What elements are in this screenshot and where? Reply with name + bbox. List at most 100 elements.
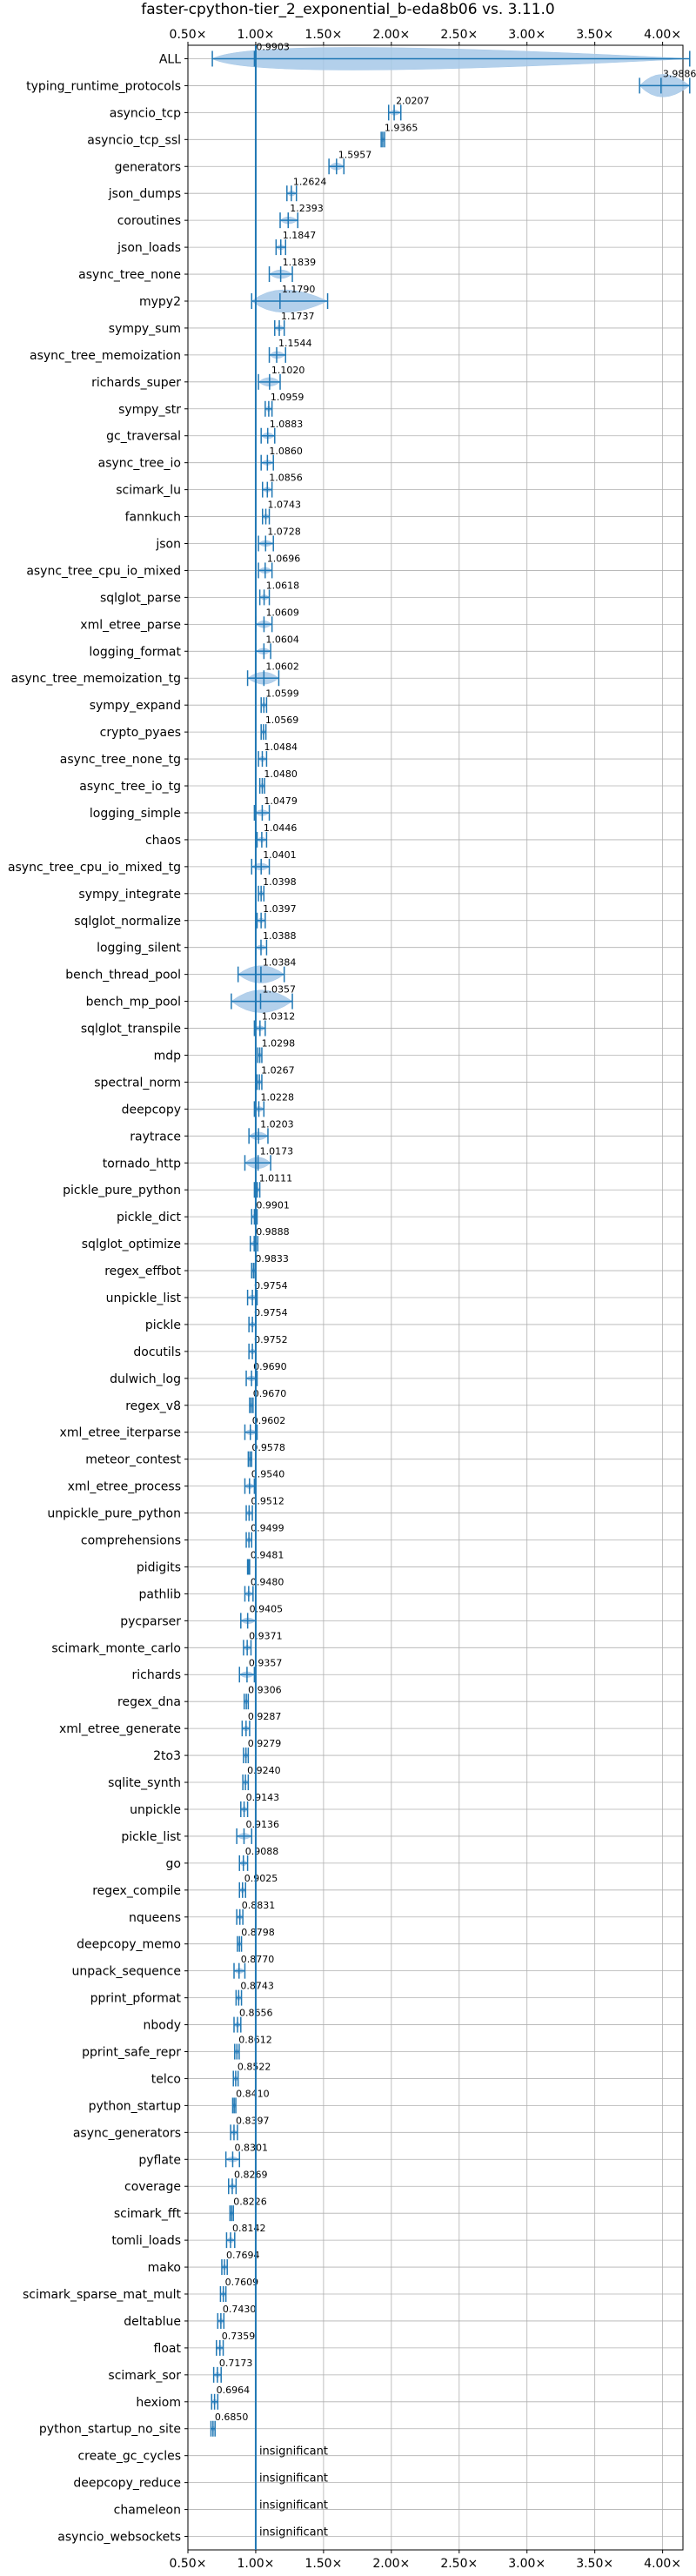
violin-logging_simple: 1.0479 <box>253 795 298 821</box>
benchmark-label: coroutines <box>117 214 181 228</box>
violin-pickle_list: 0.9136 <box>236 1819 279 1844</box>
benchmark-label: raytrace <box>130 1130 181 1144</box>
benchmark-label: go <box>166 1857 181 1871</box>
value-label: 0.8226 <box>233 2196 267 2207</box>
value-label: 0.8301 <box>234 2142 268 2153</box>
violin-deepcopy_memo: 0.8798 <box>237 1927 275 1952</box>
violin-async_tree_cpu_io_mixed: 1.0696 <box>258 553 300 579</box>
value-label: 1.1790 <box>282 284 316 295</box>
value-label: 0.7694 <box>226 2250 260 2261</box>
violin-json_loads: 1.1847 <box>275 230 316 256</box>
violin-sympy_integrate: 1.0398 <box>258 876 297 902</box>
value-label: 0.9357 <box>249 1657 283 1668</box>
violin-regex_effbot: 0.9833 <box>251 1253 289 1279</box>
value-label: 0.8743 <box>240 1981 274 1992</box>
violin-deltablue: 0.7430 <box>217 2304 256 2329</box>
violin-mypy2: 1.1790 <box>251 284 329 313</box>
value-label: 0.9578 <box>251 1442 285 1453</box>
benchmark-label: mypy2 <box>139 295 181 309</box>
violin-sqlglot_parse: 1.0618 <box>258 580 299 606</box>
x-tick-label-bottom: 4.00× <box>644 2557 681 2571</box>
violin-scimark_monte_carlo: 0.9371 <box>243 1630 283 1656</box>
benchmark-label: pycparser <box>120 1614 181 1628</box>
benchmark-label: deepcopy <box>122 1103 181 1117</box>
benchmark-label: async_tree_cpu_io_mixed_tg <box>8 861 181 875</box>
benchmark-label: asyncio_websockets <box>57 2531 181 2545</box>
benchmark-label: comprehensions <box>81 1534 181 1548</box>
violin-meteor_contest: 0.9578 <box>247 1442 285 1467</box>
benchmark-label: asyncio_tcp_ssl <box>87 133 181 147</box>
violin-pprint_safe_repr: 0.8612 <box>234 2035 272 2060</box>
violin-typing_runtime_protocols: 3.9886 <box>639 69 696 97</box>
violin-json_dumps: 1.2624 <box>286 176 326 202</box>
value-label: 1.0298 <box>262 1038 296 1050</box>
violin-async_tree_cpu_io_mixed_tg: 1.0401 <box>251 849 297 875</box>
value-label: 1.0743 <box>268 500 302 511</box>
violin-pprint_pformat: 0.8743 <box>235 1981 274 2006</box>
benchmark-label: pickle_pure_python <box>63 1184 181 1197</box>
value-label: 1.5957 <box>338 149 372 160</box>
value-label: 0.9901 <box>256 1199 290 1211</box>
value-label: 1.1839 <box>283 257 317 268</box>
insignificant-label: insignificant <box>259 2472 328 2485</box>
violin-scimark_lu: 1.0856 <box>261 473 303 498</box>
benchmark-label: xml_etree_generate <box>59 1722 181 1736</box>
value-label: 0.9903 <box>256 42 290 53</box>
value-label: 0.7173 <box>219 2358 253 2369</box>
violin-dulwich_log: 0.9690 <box>245 1361 287 1386</box>
value-label: 3.9886 <box>663 69 696 80</box>
violin-raytrace: 1.0203 <box>248 1118 294 1144</box>
benchmark-label: float <box>154 2342 182 2356</box>
value-label: 1.0446 <box>264 822 298 834</box>
x-tick-label-top: 1.00× <box>237 28 274 42</box>
value-label: 0.6964 <box>217 2385 251 2396</box>
value-label: 0.9888 <box>256 1226 290 1238</box>
value-label: 1.1544 <box>278 338 312 349</box>
value-label: 0.6850 <box>215 2412 249 2423</box>
value-label: 0.9670 <box>253 1388 287 1399</box>
violin-asyncio_tcp_ssl: 1.9365 <box>380 122 418 148</box>
benchmark-label: json_dumps <box>108 187 181 201</box>
violin-regex_compile: 0.9025 <box>238 1873 278 1898</box>
chart-title: faster-cpython-tier_2_exponential_b-eda8… <box>141 1 555 18</box>
x-tick-label-top: 4.00× <box>644 28 681 42</box>
benchmark-label: xml_etree_process <box>68 1480 181 1494</box>
benchmark-label: pathlib <box>139 1587 182 1601</box>
benchmark-label: chaos <box>145 834 181 848</box>
value-label: 1.0728 <box>267 527 301 538</box>
benchmark-label: tomli_loads <box>111 2234 181 2248</box>
benchmark-label: hexiom <box>136 2396 181 2410</box>
value-label: 0.7609 <box>225 2277 259 2288</box>
value-label: 1.0696 <box>267 553 301 565</box>
violin-nbody: 0.8656 <box>233 2008 272 2033</box>
violin-coverage: 0.8269 <box>228 2169 267 2195</box>
violin-logging_format: 1.0604 <box>255 634 299 660</box>
violin-scimark_fft: 0.8226 <box>229 2196 267 2222</box>
value-label: 0.7430 <box>223 2304 256 2315</box>
value-label: 0.9833 <box>255 1253 289 1265</box>
violin-sympy_sum: 1.1737 <box>274 311 315 336</box>
benchmark-label: meteor_contest <box>85 1453 181 1467</box>
value-label: 0.9752 <box>254 1334 288 1345</box>
violin-generators: 1.5957 <box>328 149 372 175</box>
value-label: 1.0203 <box>260 1118 294 1130</box>
benchmark-label: coverage <box>124 2180 181 2194</box>
value-label: 0.9754 <box>254 1280 288 1291</box>
value-label: 0.8142 <box>232 2223 266 2234</box>
violin-regex_v8: 0.9670 <box>249 1388 287 1413</box>
value-label: 1.0384 <box>263 957 297 969</box>
violin-python_startup: 0.8410 <box>231 2088 270 2114</box>
violin-regex_dna: 0.9306 <box>243 1684 282 1710</box>
violin-pickle: 0.9754 <box>248 1307 288 1332</box>
benchmark-label: logging_format <box>89 645 181 659</box>
value-label: 1.0401 <box>263 849 297 861</box>
value-label: 0.8522 <box>238 2062 271 2073</box>
benchmark-label: dulwich_log <box>110 1372 181 1386</box>
benchmark-label: docutils <box>133 1345 181 1359</box>
value-label: 1.0111 <box>259 1172 293 1184</box>
benchmark-label: xml_etree_parse <box>80 618 181 632</box>
x-tick-label-bottom: 2.50× <box>440 2557 478 2571</box>
benchmark-label: richards <box>132 1668 182 1682</box>
value-label: 0.9240 <box>247 1765 281 1776</box>
